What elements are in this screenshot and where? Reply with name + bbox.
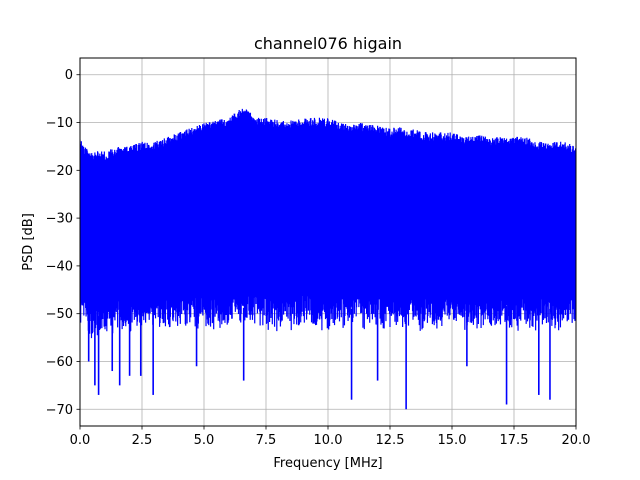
y-tick-label: −60 <box>46 355 73 370</box>
y-tick-label: −10 <box>46 116 73 131</box>
y-axis-label: PSD [dB] <box>21 213 36 271</box>
y-tick-label: −40 <box>46 259 73 274</box>
x-tick-label: 15.0 <box>438 433 467 448</box>
x-axis: 0.0 2.5 5.0 7.5 10.0 12.5 15.0 17.5 20.0 <box>70 426 591 448</box>
x-tick-label: 0.0 <box>70 433 91 448</box>
x-tick-label: 17.5 <box>500 433 529 448</box>
x-tick-label: 20.0 <box>562 433 591 448</box>
y-axis: 0 −10 −20 −30 −40 −50 −60 −70 <box>46 68 80 418</box>
series-layer <box>80 108 576 410</box>
x-tick-label: 12.5 <box>376 433 405 448</box>
x-tick-label: 7.5 <box>256 433 277 448</box>
y-tick-label: −20 <box>46 164 73 179</box>
psd-series-band <box>80 122 576 309</box>
y-tick-label: 0 <box>65 68 73 83</box>
y-tick-label: −30 <box>46 212 73 227</box>
x-tick-label: 10.0 <box>314 433 343 448</box>
x-axis-label: Frequency [MHz] <box>273 456 382 471</box>
chart-title: channel076 higain <box>254 34 402 53</box>
x-tick-label: 5.0 <box>194 433 215 448</box>
y-tick-label: −70 <box>46 403 73 418</box>
y-tick-label: −50 <box>46 307 73 322</box>
x-tick-label: 2.5 <box>132 433 153 448</box>
